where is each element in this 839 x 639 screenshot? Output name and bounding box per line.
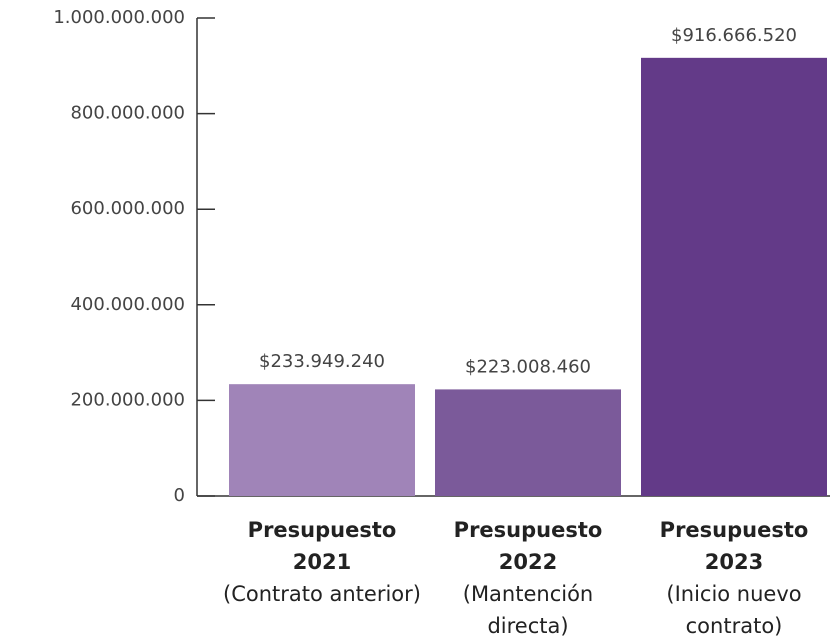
bar bbox=[641, 57, 827, 496]
category-note: (Mantención directa) bbox=[462, 582, 594, 638]
y-tick-label: 400.000.000 bbox=[70, 294, 185, 315]
category-name: Presupuesto 2023 bbox=[659, 518, 809, 574]
x-tick-label: Presupuesto 2022 (Mantención directa) bbox=[428, 514, 628, 639]
x-tick-label: Presupuesto 2023 (Inicio nuevo contrato) bbox=[634, 514, 834, 639]
bar bbox=[435, 389, 621, 496]
y-tick-label: 200.000.000 bbox=[70, 389, 185, 410]
category-note: (Inicio nuevo contrato) bbox=[666, 582, 802, 638]
value-label: $916.666.520 bbox=[671, 25, 797, 46]
category-note: (Contrato anterior) bbox=[223, 582, 421, 606]
x-tick-label: Presupuesto 2021 (Contrato anterior) bbox=[222, 514, 422, 610]
value-label: $233.949.240 bbox=[259, 351, 385, 372]
category-name: Presupuesto 2021 bbox=[247, 518, 397, 574]
bar bbox=[229, 384, 415, 496]
value-label: $223.008.460 bbox=[465, 356, 591, 377]
y-tick-label: 1.000.000.000 bbox=[53, 7, 185, 28]
y-tick-label: 600.000.000 bbox=[70, 198, 185, 219]
y-tick-label: 800.000.000 bbox=[70, 103, 185, 124]
y-tick-label: 0 bbox=[174, 485, 185, 506]
category-name: Presupuesto 2022 bbox=[453, 518, 603, 574]
